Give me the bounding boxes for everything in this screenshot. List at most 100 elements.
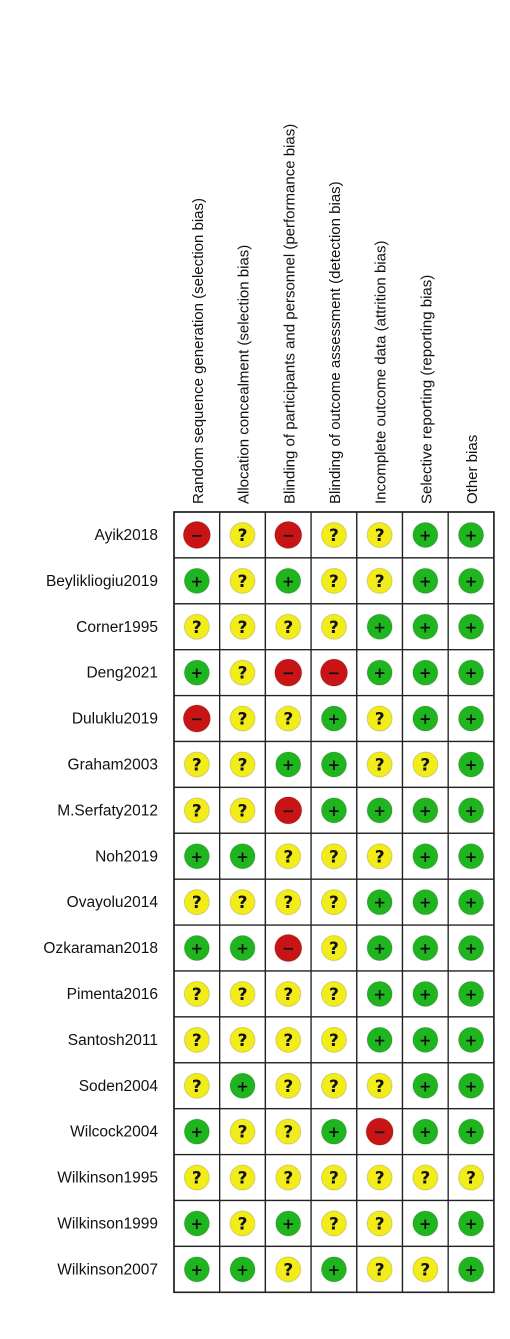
study-label: Beylikliogiu2019 bbox=[46, 573, 158, 590]
rating-unclear-mark bbox=[366, 1210, 393, 1237]
rating-symbol: − bbox=[282, 526, 295, 544]
rating-low-mark bbox=[366, 659, 393, 686]
rating-symbol: ? bbox=[238, 755, 248, 775]
rating-unclear-mark bbox=[275, 705, 302, 732]
rating-low-mark bbox=[458, 567, 485, 594]
rating-low-mark bbox=[458, 980, 485, 1007]
rating-unclear-mark bbox=[320, 521, 347, 548]
rating-low-mark bbox=[458, 1026, 485, 1053]
rating-unclear-mark bbox=[412, 1256, 439, 1283]
rating-low-mark bbox=[320, 705, 347, 732]
rating-symbol: + bbox=[419, 1031, 432, 1049]
rating-symbol: + bbox=[373, 1031, 386, 1049]
rating-symbol: + bbox=[419, 1077, 432, 1095]
rating-low-mark bbox=[183, 1210, 210, 1237]
rating-high-mark bbox=[182, 704, 211, 733]
rating-symbol: − bbox=[282, 802, 295, 820]
rating-unclear-mark bbox=[229, 889, 256, 916]
rating-unclear-mark bbox=[229, 1164, 256, 1191]
rating-symbol: ? bbox=[375, 526, 385, 546]
rating-unclear-mark bbox=[366, 1256, 393, 1283]
rating-unclear-mark bbox=[366, 705, 393, 732]
rating-symbol: ? bbox=[238, 618, 248, 638]
rating-unclear-mark bbox=[229, 613, 256, 640]
rating-low-mark bbox=[275, 1210, 302, 1237]
rating-symbol: + bbox=[373, 985, 386, 1003]
rating-symbol: + bbox=[191, 1123, 204, 1141]
rating-symbol: ? bbox=[420, 1260, 430, 1280]
rating-low-mark bbox=[458, 843, 485, 870]
rating-symbol: + bbox=[282, 572, 295, 590]
rating-symbol: + bbox=[373, 802, 386, 820]
rating-unclear-mark bbox=[366, 1164, 393, 1191]
rating-symbol: ? bbox=[375, 1077, 385, 1097]
rating-unclear-mark bbox=[229, 1026, 256, 1053]
rating-low-mark bbox=[458, 1210, 485, 1237]
rating-symbol: ? bbox=[283, 710, 293, 730]
rating-symbol: ? bbox=[238, 801, 248, 821]
rating-symbol: ? bbox=[238, 710, 248, 730]
column-header-1: Random sequence generation (selection bi… bbox=[190, 198, 207, 504]
rating-low-mark bbox=[458, 705, 485, 732]
rating-symbol: ? bbox=[329, 1031, 339, 1051]
rating-unclear-mark bbox=[275, 980, 302, 1007]
rating-low-mark bbox=[458, 1118, 485, 1145]
rating-symbol: + bbox=[465, 894, 478, 912]
rating-symbol: ? bbox=[329, 1077, 339, 1097]
rating-unclear-mark bbox=[320, 1164, 347, 1191]
rating-symbol: ? bbox=[192, 618, 202, 638]
rating-low-mark bbox=[412, 1210, 439, 1237]
rating-symbol: ? bbox=[192, 1031, 202, 1051]
study-label: Soden2004 bbox=[79, 1078, 159, 1095]
rating-low-mark bbox=[458, 1072, 485, 1099]
rating-symbol: − bbox=[191, 526, 204, 544]
rating-symbol: ? bbox=[375, 1169, 385, 1189]
rating-symbol: ? bbox=[192, 755, 202, 775]
rating-symbol: ? bbox=[192, 1169, 202, 1189]
rating-unclear-mark bbox=[183, 980, 210, 1007]
rating-symbol: + bbox=[328, 1261, 341, 1279]
rating-unclear-mark bbox=[366, 1072, 393, 1099]
rating-symbol: ? bbox=[283, 1031, 293, 1051]
rating-low-mark bbox=[183, 1118, 210, 1145]
rating-symbol: + bbox=[419, 940, 432, 958]
rating-low-mark bbox=[366, 1026, 393, 1053]
rating-low-mark bbox=[229, 1072, 256, 1099]
rating-low-mark bbox=[183, 1256, 210, 1283]
rating-low-mark bbox=[229, 843, 256, 870]
rating-symbol: ? bbox=[238, 664, 248, 684]
rating-symbol: + bbox=[465, 756, 478, 774]
rating-symbol: + bbox=[419, 1123, 432, 1141]
rating-unclear-mark bbox=[229, 705, 256, 732]
study-label: Duluklu2019 bbox=[72, 711, 158, 728]
rating-symbol: ? bbox=[283, 893, 293, 913]
rating-symbol: ? bbox=[238, 1031, 248, 1051]
rating-high-mark bbox=[274, 934, 303, 963]
rating-unclear-mark bbox=[183, 889, 210, 916]
rating-symbol: + bbox=[465, 710, 478, 728]
rating-low-mark bbox=[320, 1118, 347, 1145]
rating-symbol: + bbox=[419, 848, 432, 866]
rating-symbol: + bbox=[373, 894, 386, 912]
rating-low-mark bbox=[458, 1256, 485, 1283]
rating-symbol: + bbox=[191, 664, 204, 682]
rating-high-mark bbox=[274, 658, 303, 687]
rating-symbol: + bbox=[236, 1261, 249, 1279]
rating-symbol: ? bbox=[238, 985, 248, 1005]
column-header-2: Allocation concealment (selection bias) bbox=[236, 245, 253, 504]
rating-symbol: + bbox=[419, 526, 432, 544]
rating-symbol: ? bbox=[283, 1077, 293, 1097]
rating-low-mark bbox=[412, 567, 439, 594]
rating-high-mark bbox=[319, 658, 348, 687]
rating-symbol: + bbox=[419, 710, 432, 728]
rating-symbol: ? bbox=[375, 1214, 385, 1234]
rating-symbol: + bbox=[419, 802, 432, 820]
rating-low-mark bbox=[412, 1072, 439, 1099]
rating-low-mark bbox=[412, 1026, 439, 1053]
rating-low-mark bbox=[275, 751, 302, 778]
rating-symbol: + bbox=[465, 985, 478, 1003]
rating-symbol: ? bbox=[420, 1169, 430, 1189]
rating-low-mark bbox=[412, 935, 439, 962]
rating-symbol: + bbox=[328, 756, 341, 774]
rating-symbol: ? bbox=[238, 893, 248, 913]
